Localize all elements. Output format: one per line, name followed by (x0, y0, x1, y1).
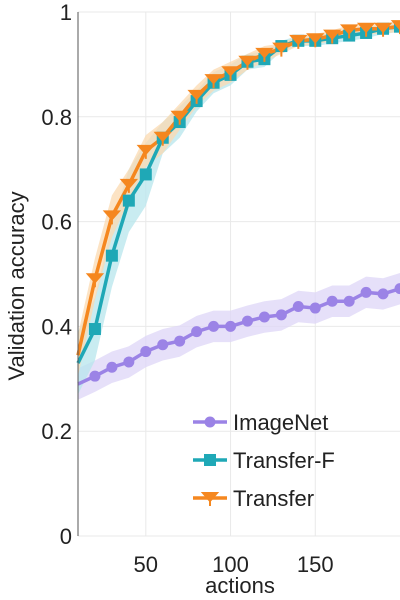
data-point-imagenet (377, 288, 389, 300)
data-point-imagenet (123, 356, 135, 368)
data-point-imagenet (140, 346, 152, 358)
legend-label: ImageNet (233, 410, 328, 435)
data-point-transfer (323, 29, 342, 44)
data-point-imagenet (394, 283, 400, 295)
legend-item-imagenet: ImageNet (193, 410, 328, 435)
confidence-band-imagenet (78, 272, 400, 400)
y-tick-label: 0.4 (41, 314, 72, 339)
y-tick-label: 0 (60, 524, 72, 549)
data-point-transfer (390, 20, 400, 35)
legend-marker (204, 454, 216, 466)
legend-label: Transfer-F (233, 448, 335, 473)
y-tick-label: 0.2 (41, 419, 72, 444)
legend-marker (204, 416, 216, 428)
data-point-imagenet (157, 339, 169, 351)
y-tick-label: 1 (60, 0, 72, 25)
legend-item-transfer: Transfer (193, 486, 314, 511)
series-markers (85, 20, 400, 382)
x-tick-label: 100 (212, 552, 249, 577)
data-point-transfer (221, 66, 240, 81)
data-point-imagenet (174, 335, 186, 347)
data-point-imagenet (106, 361, 118, 373)
data-point-transfer-f (122, 194, 135, 207)
data-point-transfer (85, 273, 105, 288)
data-point-imagenet (292, 300, 304, 312)
data-point-transfer (153, 131, 172, 146)
y-tick-labels: 0 0.2 0.4 0.6 0.8 1 (41, 0, 72, 549)
data-point-transfer (170, 110, 189, 125)
y-tick-label: 0.8 (41, 105, 72, 130)
legend-label: Transfer (233, 486, 314, 511)
data-point-imagenet (241, 315, 253, 327)
data-point-transfer-f (88, 323, 101, 336)
data-point-transfer (238, 55, 257, 70)
data-point-imagenet (275, 309, 287, 321)
data-point-transfer (373, 22, 393, 37)
y-tick-label: 0.6 (41, 210, 72, 235)
x-tick-labels: 50 100 150 (134, 552, 334, 577)
data-point-transfer (289, 34, 308, 49)
data-point-transfer (204, 74, 223, 89)
y-axis-label: Validation accuracy (4, 191, 29, 380)
data-point-transfer (187, 89, 206, 104)
data-point-transfer (356, 22, 376, 37)
data-point-transfer (272, 42, 291, 57)
data-point-imagenet (225, 320, 237, 332)
data-point-imagenet (343, 295, 355, 307)
data-point-transfer (136, 144, 155, 159)
grid (78, 11, 400, 537)
data-point-imagenet (89, 370, 101, 382)
data-point-imagenet (191, 326, 203, 338)
x-tick-label: 150 (297, 552, 334, 577)
legend: ImageNet Transfer-F Transfer (193, 410, 335, 511)
data-point-transfer-f (105, 249, 118, 262)
data-point-transfer (102, 210, 122, 225)
legend-item-transfer-f: Transfer-F (193, 448, 335, 473)
data-point-transfer (306, 33, 325, 48)
data-point-transfer-f (139, 168, 152, 181)
data-point-transfer (255, 47, 274, 62)
confidence-band-transfer-f (78, 21, 400, 395)
legend-marker (200, 492, 220, 506)
data-point-imagenet (208, 320, 220, 332)
data-point-imagenet (326, 295, 338, 307)
x-tick-label: 50 (134, 552, 158, 577)
data-point-transfer (339, 24, 359, 39)
data-point-transfer (119, 178, 139, 193)
x-axis-label: actions (205, 573, 275, 598)
data-point-imagenet (258, 311, 270, 323)
data-point-imagenet (360, 286, 372, 298)
data-point-imagenet (309, 302, 321, 314)
